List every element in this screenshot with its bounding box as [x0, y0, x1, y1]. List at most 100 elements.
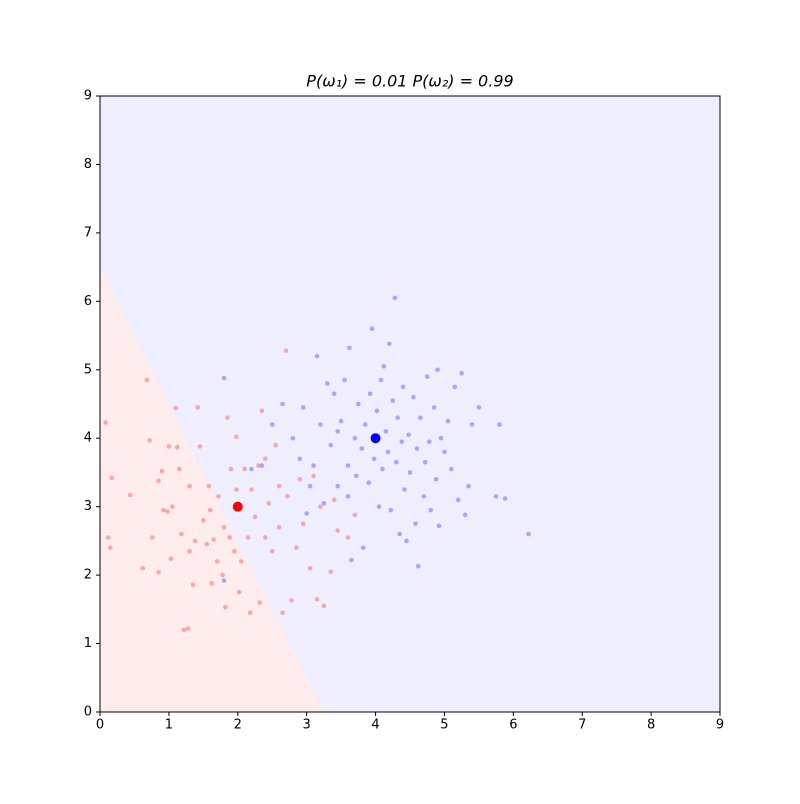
point	[221, 578, 227, 583]
point	[400, 384, 406, 390]
point	[311, 463, 316, 468]
point	[147, 437, 152, 443]
point	[325, 381, 330, 386]
point	[214, 559, 220, 564]
point	[257, 600, 263, 605]
point	[526, 531, 531, 537]
point	[321, 603, 327, 609]
point	[369, 326, 375, 332]
point	[406, 432, 411, 438]
point	[387, 341, 392, 347]
point	[497, 422, 502, 427]
point	[211, 537, 216, 542]
x-tick-label: 2	[234, 718, 242, 733]
point	[273, 442, 278, 448]
point	[426, 439, 432, 444]
point	[436, 523, 442, 529]
point	[249, 466, 254, 472]
point	[108, 545, 113, 551]
point	[385, 449, 391, 455]
point	[433, 476, 439, 482]
point	[388, 507, 394, 513]
x-tick-label: 8	[647, 718, 655, 733]
point	[276, 524, 282, 530]
point	[269, 548, 275, 554]
point	[216, 494, 221, 499]
x-tick-label: 9	[716, 718, 724, 733]
point	[236, 589, 242, 595]
point	[449, 466, 454, 472]
point	[438, 435, 444, 441]
point	[321, 500, 327, 506]
point	[190, 582, 196, 587]
point	[221, 375, 227, 381]
point	[469, 422, 475, 427]
point	[280, 610, 285, 616]
point	[328, 442, 334, 448]
point	[206, 483, 212, 489]
point	[259, 408, 265, 414]
point	[445, 418, 451, 424]
point	[362, 422, 368, 427]
point	[466, 483, 471, 489]
point	[227, 535, 232, 540]
point	[414, 446, 420, 451]
y-tick-label: 7	[84, 225, 92, 240]
point	[411, 394, 416, 400]
point	[421, 494, 427, 499]
point	[266, 500, 272, 506]
point	[289, 598, 294, 603]
point	[356, 401, 361, 407]
point	[263, 535, 268, 540]
point	[431, 405, 437, 410]
point	[459, 370, 464, 376]
point	[359, 446, 365, 451]
point	[390, 398, 396, 403]
point	[225, 415, 230, 420]
x-tick-label: 0	[96, 718, 104, 733]
point	[452, 384, 458, 390]
point	[318, 504, 323, 509]
point	[128, 492, 133, 498]
point	[234, 434, 239, 440]
point	[159, 468, 165, 474]
point	[395, 415, 400, 420]
point	[393, 459, 399, 465]
point	[307, 565, 313, 571]
point	[462, 512, 468, 518]
x-tick-label: 1	[165, 718, 173, 733]
point	[476, 405, 482, 410]
class-mean	[232, 501, 243, 512]
point	[234, 487, 239, 492]
point	[424, 374, 430, 379]
point	[407, 470, 413, 475]
point	[197, 444, 203, 449]
point	[353, 473, 359, 479]
chart-title: P(ω₁) = 0.01 P(ω₂) = 0.99	[306, 72, 513, 91]
point	[105, 535, 111, 540]
point	[294, 545, 299, 551]
point	[263, 456, 268, 462]
point	[381, 364, 387, 369]
point	[360, 545, 366, 551]
point	[318, 422, 323, 427]
x-tick-label: 4	[371, 718, 379, 733]
point	[371, 456, 377, 462]
y-tick-label: 5	[84, 362, 92, 377]
point	[103, 420, 108, 425]
point	[383, 429, 389, 434]
point	[397, 531, 402, 537]
point	[228, 466, 234, 472]
y-tick-label: 3	[84, 499, 92, 514]
point	[392, 295, 398, 301]
point	[283, 348, 289, 353]
plot-frame	[99, 95, 721, 713]
y-tick-label: 1	[84, 636, 92, 651]
point	[173, 405, 179, 411]
point	[174, 444, 180, 450]
point	[349, 557, 354, 563]
point	[204, 542, 210, 547]
point	[331, 497, 337, 503]
point	[366, 480, 371, 486]
point	[413, 521, 418, 527]
